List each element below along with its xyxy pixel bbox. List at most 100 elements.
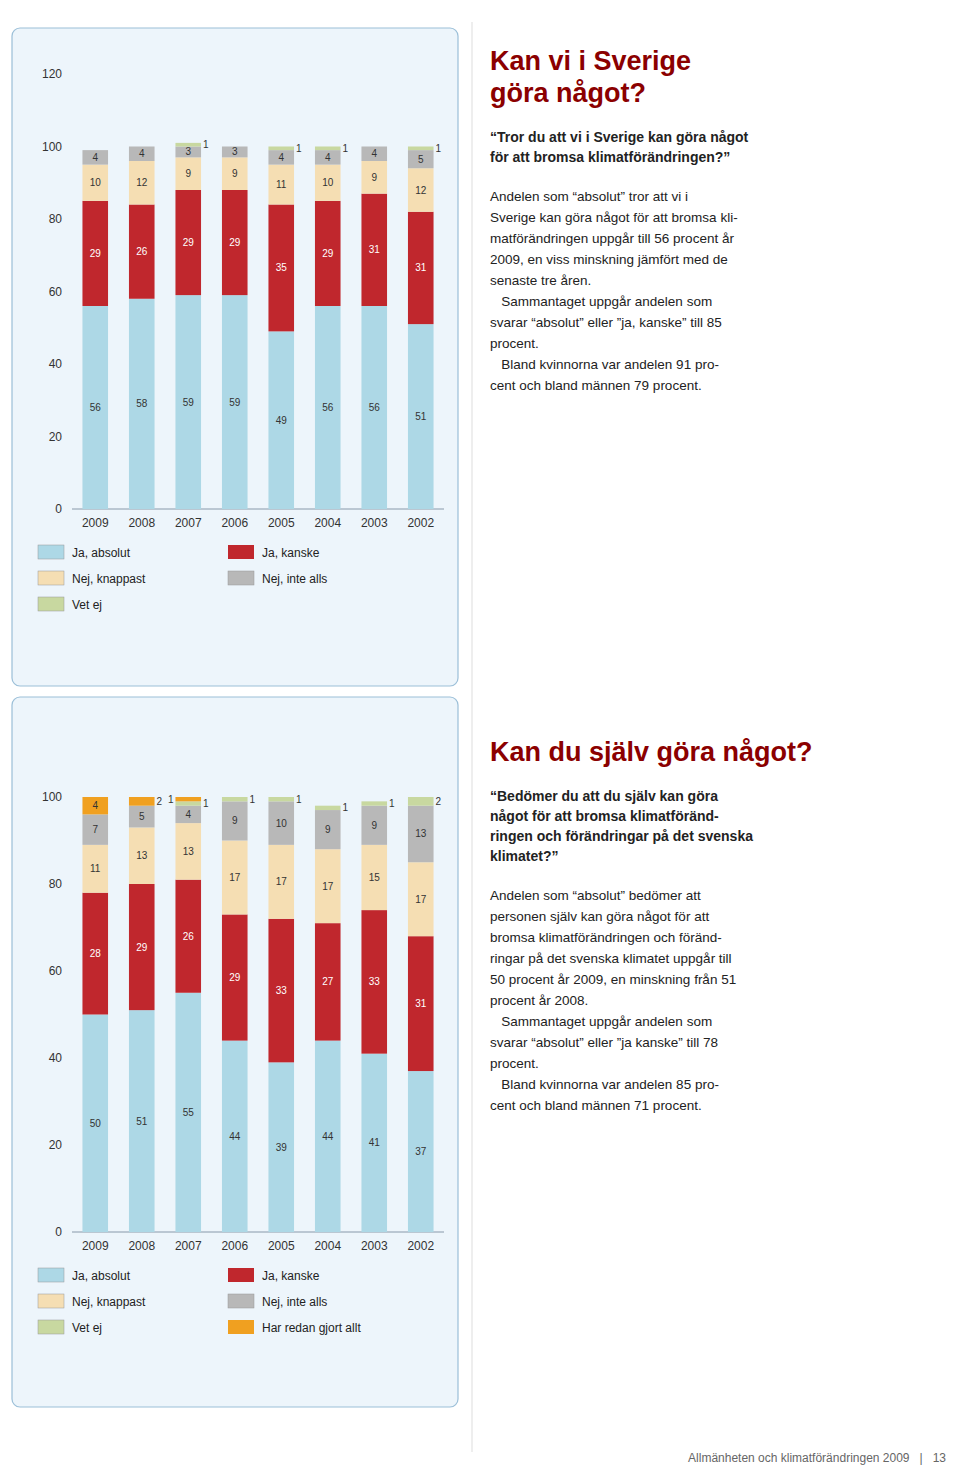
x-tick-label: 2008 bbox=[128, 516, 155, 530]
bar-segment bbox=[222, 841, 248, 915]
bar-segment bbox=[129, 146, 155, 147]
data-label: 31 bbox=[415, 998, 427, 1009]
panel bbox=[12, 28, 458, 686]
bar-segment bbox=[315, 147, 341, 151]
title: Kan vi i Sverigegöra något? bbox=[490, 46, 691, 108]
bar-segment bbox=[361, 194, 387, 306]
bar-segment bbox=[222, 797, 248, 798]
x-tick-label: 2006 bbox=[221, 516, 248, 530]
bar-segment bbox=[315, 849, 341, 923]
x-axis-line bbox=[72, 1232, 444, 1233]
y-tick-label: 100 bbox=[42, 790, 62, 804]
legend-swatch bbox=[228, 1268, 254, 1282]
data-label: 56 bbox=[369, 402, 381, 413]
bar-segment bbox=[315, 306, 341, 509]
bar-segment bbox=[315, 810, 341, 849]
data-label: 59 bbox=[183, 397, 195, 408]
data-label: 31 bbox=[415, 262, 427, 273]
data-label: 15 bbox=[369, 872, 381, 883]
data-label: 31 bbox=[369, 244, 381, 255]
legend-label: Vet ej bbox=[72, 598, 102, 612]
y-tick-label: 80 bbox=[49, 877, 63, 891]
data-label: 49 bbox=[276, 415, 288, 426]
bar-segment bbox=[82, 201, 108, 306]
y-tick-label: 40 bbox=[49, 357, 63, 371]
x-tick-label: 2009 bbox=[82, 1239, 109, 1253]
data-label: 11 bbox=[276, 179, 287, 190]
data-label: 51 bbox=[415, 411, 427, 422]
x-tick-label: 2002 bbox=[407, 516, 434, 530]
bar-segment bbox=[175, 823, 201, 880]
bar-segment bbox=[268, 919, 294, 1063]
x-tick-label: 2009 bbox=[82, 516, 109, 530]
x-tick-label: 2004 bbox=[314, 1239, 341, 1253]
bar-segment bbox=[361, 306, 387, 509]
data-label: 1 bbox=[296, 794, 302, 805]
bar-segment bbox=[222, 157, 248, 190]
bar-segment bbox=[82, 893, 108, 1015]
x-tick-label: 2005 bbox=[268, 516, 295, 530]
y-tick-label: 20 bbox=[49, 1138, 63, 1152]
y-tick-label: 60 bbox=[49, 964, 63, 978]
data-label: 4 bbox=[92, 152, 98, 163]
bar-segment bbox=[82, 797, 108, 814]
bar-segment bbox=[175, 190, 201, 295]
data-label: 29 bbox=[90, 248, 102, 259]
bar-segment bbox=[222, 797, 248, 801]
bar-segment bbox=[268, 147, 294, 151]
y-tick-label: 100 bbox=[42, 140, 62, 154]
bar-segment bbox=[408, 212, 434, 324]
data-label: 44 bbox=[229, 1131, 241, 1142]
x-tick-label: 2007 bbox=[175, 1239, 202, 1253]
bar-segment bbox=[268, 205, 294, 332]
data-labels: 5629104582612459299315929934935114156291… bbox=[90, 139, 442, 426]
bar-segment bbox=[222, 914, 248, 1040]
bar-segment bbox=[175, 147, 201, 158]
data-label: 1 bbox=[436, 143, 442, 154]
data-label: 11 bbox=[90, 863, 101, 874]
bar-segment bbox=[361, 1054, 387, 1232]
data-label: 10 bbox=[322, 177, 334, 188]
legend-swatch bbox=[228, 545, 254, 559]
legend-swatch bbox=[38, 571, 64, 585]
data-label: 27 bbox=[322, 976, 334, 987]
y-tick-label: 80 bbox=[49, 212, 63, 226]
data-label: 28 bbox=[90, 948, 102, 959]
bar-segment bbox=[268, 797, 294, 801]
legend-swatch bbox=[228, 1294, 254, 1308]
bar-segment bbox=[129, 797, 155, 806]
legend-swatch bbox=[38, 1268, 64, 1282]
bar-segment bbox=[268, 150, 294, 165]
data-label: 1 bbox=[389, 798, 395, 809]
bar-segment bbox=[408, 168, 434, 212]
bar-segment bbox=[175, 880, 201, 993]
data-label: 39 bbox=[276, 1142, 288, 1153]
legend-swatch bbox=[228, 571, 254, 585]
y-tick-label: 60 bbox=[49, 285, 63, 299]
x-tick-label: 2004 bbox=[314, 516, 341, 530]
bar-segment bbox=[361, 801, 387, 805]
y-tick-label: 40 bbox=[49, 1051, 63, 1065]
data-label: 4 bbox=[139, 148, 145, 159]
x-axis-line bbox=[72, 509, 444, 510]
legend-label: Nej, knappast bbox=[72, 572, 146, 586]
data-label: 9 bbox=[371, 172, 377, 183]
bars bbox=[82, 143, 433, 509]
bar-segment bbox=[129, 884, 155, 1010]
bar-segment bbox=[129, 161, 155, 205]
bar-segment bbox=[408, 797, 434, 798]
data-label: 5 bbox=[418, 154, 424, 165]
bar-segment bbox=[268, 1062, 294, 1232]
legend-label: Ja, kanske bbox=[262, 546, 320, 560]
data-label: 51 bbox=[136, 1116, 148, 1127]
bar-segment bbox=[82, 306, 108, 509]
data-label: 17 bbox=[415, 894, 427, 905]
bar-segment bbox=[268, 165, 294, 205]
data-label: 41 bbox=[369, 1137, 381, 1148]
data-label: 4 bbox=[325, 152, 331, 163]
data-label: 12 bbox=[415, 185, 427, 196]
data-label: 9 bbox=[232, 815, 238, 826]
data-label: 9 bbox=[185, 168, 191, 179]
legend-swatch bbox=[228, 1320, 254, 1334]
data-label: 17 bbox=[229, 872, 241, 883]
